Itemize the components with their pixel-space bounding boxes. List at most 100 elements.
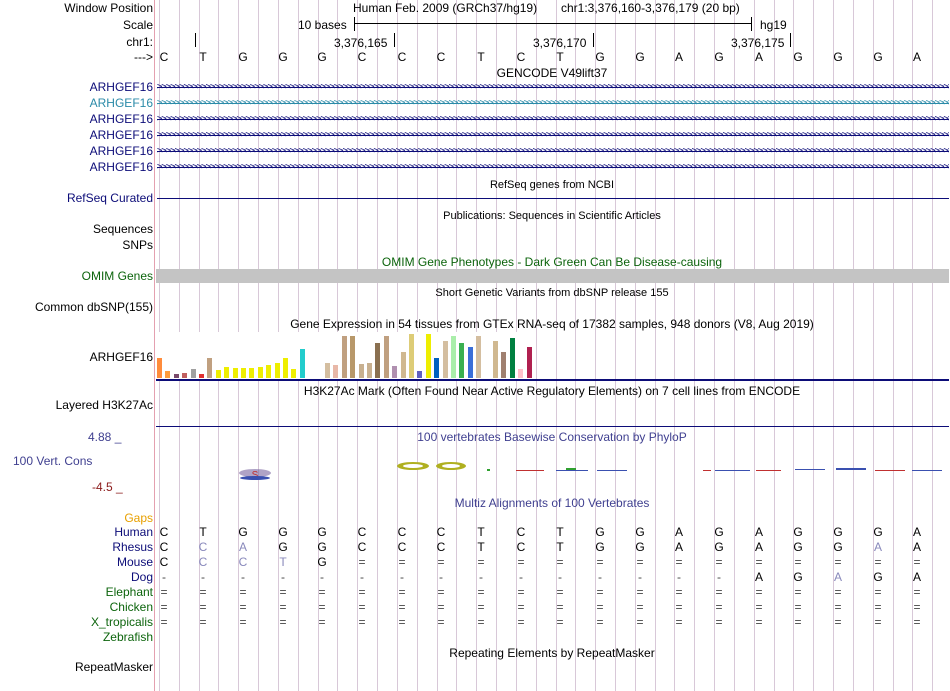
gtex-tissue-bar[interactable]	[241, 368, 246, 378]
multiz-base: T	[477, 540, 485, 554]
multiz-base: =	[794, 555, 802, 569]
gtex-tissue-bar[interactable]	[341, 336, 347, 378]
gtex-tissue-bar[interactable]	[224, 367, 230, 378]
gtex-tissue-bar[interactable]	[434, 358, 440, 378]
gtex-tissue-bar[interactable]	[383, 336, 389, 378]
strand-arrow-label[interactable]: --->	[134, 50, 153, 64]
multiz-base: A	[238, 540, 247, 554]
gencode-track-title[interactable]: GENCODE V49lift37	[496, 66, 608, 80]
gencode-gene-label[interactable]: ARHGEF16	[89, 80, 153, 94]
multiz-species-label[interactable]: Human	[114, 525, 153, 539]
multiz-species-label[interactable]: X_tropicalis	[90, 615, 153, 629]
gencode-gene-line[interactable]	[157, 103, 949, 104]
publications-track-title[interactable]: Publications: Sequences in Scientific Ar…	[443, 210, 661, 222]
gencode-gene-line[interactable]	[157, 119, 949, 120]
repeatmasker-label[interactable]: RepeatMasker	[74, 660, 153, 674]
multiz-species-label[interactable]: Rhesus	[112, 540, 153, 554]
gtex-tissue-bar[interactable]	[157, 358, 162, 378]
multiz-species-label[interactable]: Elephant	[105, 585, 153, 599]
refseq-label[interactable]: RefSeq Curated	[66, 191, 153, 205]
publications-label-sequences[interactable]: Sequences	[92, 222, 153, 236]
gtex-tissue-bar[interactable]	[425, 334, 431, 378]
gtex-tissue-bar[interactable]	[451, 336, 456, 378]
gtex-tissue-bar[interactable]	[199, 374, 204, 378]
gtex-tissue-bar[interactable]	[207, 358, 213, 378]
refseq-track-title[interactable]: RefSeq genes from NCBI	[489, 179, 615, 191]
gtex-tissue-bar[interactable]	[291, 369, 297, 378]
multiz-base: =	[160, 600, 168, 614]
refseq-gene-line[interactable]	[157, 198, 949, 199]
gtex-tissue-bar[interactable]	[283, 358, 288, 378]
gencode-gene-line[interactable]	[157, 151, 949, 152]
gtex-tissue-bar[interactable]	[501, 352, 507, 378]
gtex-tissue-bar[interactable]	[409, 334, 414, 378]
gtex-tissue-bar[interactable]	[467, 347, 473, 378]
omim-feature-bar[interactable]	[156, 269, 949, 283]
h3k27ac-label[interactable]: Layered H3K27Ac	[55, 398, 153, 412]
multiz-species-label[interactable]: Zebrafish	[102, 630, 153, 644]
multiz-base: T	[556, 525, 564, 539]
gtex-tissue-bar[interactable]	[325, 363, 330, 378]
gencode-gene-label[interactable]: ARHGEF16	[89, 128, 153, 142]
h3k27ac-track-title[interactable]: H3K27Ac Mark (Often Found Near Active Re…	[303, 384, 801, 398]
gtex-tissue-bar[interactable]	[299, 349, 305, 378]
grid-line	[714, 0, 715, 691]
multiz-track-title[interactable]: Multiz Alignments of 100 Vertebrates	[454, 496, 650, 510]
gtex-tissue-bar[interactable]	[493, 341, 498, 378]
gtex-tissue-bar[interactable]	[442, 341, 448, 378]
gtex-tissue-bar[interactable]	[215, 370, 221, 378]
gtex-tissue-bar[interactable]	[190, 369, 196, 378]
repeatmasker-track-title[interactable]: Repeating Elements by RepeatMasker	[449, 646, 655, 660]
gtex-tissue-bar[interactable]	[266, 365, 272, 378]
multiz-species-label[interactable]: Mouse	[116, 555, 153, 569]
publications-label-snps[interactable]: SNPs	[122, 238, 153, 252]
gtex-tissue-bar[interactable]	[165, 371, 171, 378]
gtex-tissue-bar[interactable]	[526, 347, 532, 378]
gtex-tissue-bar[interactable]	[173, 374, 179, 378]
conservation-track-title[interactable]: 100 vertebrates Basewise Conservation by…	[417, 430, 687, 444]
gtex-tissue-bar[interactable]	[182, 373, 188, 378]
dna-base: G	[833, 50, 843, 64]
gtex-tissue-bar[interactable]	[400, 352, 406, 378]
gencode-gene-label[interactable]: ARHGEF16	[89, 160, 153, 174]
gtex-tissue-bar[interactable]	[358, 364, 364, 378]
gtex-tissue-bar[interactable]	[392, 366, 398, 378]
gtex-tissue-bar[interactable]	[509, 338, 515, 378]
gtex-tissue-bar[interactable]	[257, 367, 263, 378]
gtex-tissue-bar[interactable]	[518, 369, 524, 378]
dbsnp-track-title[interactable]: Short Genetic Variants from dbSNP releas…	[435, 287, 669, 299]
multiz-base: T	[199, 525, 207, 539]
gtex-tissue-bar[interactable]	[375, 343, 381, 378]
omim-track-title[interactable]: OMIM Gene Phenotypes - Dark Green Can Be…	[381, 255, 723, 269]
gtex-tissue-bar[interactable]	[232, 368, 238, 378]
multiz-base: =	[874, 585, 882, 599]
multiz-species-label[interactable]: Dog	[130, 570, 153, 584]
gencode-gene-line[interactable]	[157, 167, 949, 168]
gtex-tissue-bar[interactable]	[484, 374, 490, 378]
gencode-gene-label[interactable]: ARHGEF16	[89, 96, 153, 110]
gtex-tissue-bar[interactable]	[249, 368, 255, 378]
multiz-base: G	[793, 540, 803, 554]
gtex-tissue-bar[interactable]	[459, 343, 465, 378]
omim-label[interactable]: OMIM Genes	[81, 269, 153, 283]
gtex-tissue-bar[interactable]	[417, 371, 423, 378]
conservation-label[interactable]: 100 Vert. Cons	[13, 454, 93, 468]
gtex-tissue-bar[interactable]	[333, 365, 339, 378]
dbsnp-label[interactable]: Common dbSNP(155)	[34, 300, 153, 314]
scale-bar-label: 10 bases	[298, 18, 347, 32]
gtex-label[interactable]: ARHGEF16	[89, 350, 153, 364]
conservation-plot[interactable]: S	[0, 455, 950, 485]
gtex-tissue-bar[interactable]	[350, 336, 356, 378]
gtex-track-title[interactable]: Gene Expression in 54 tissues from GTEx …	[290, 317, 814, 331]
gtex-tissue-bar[interactable]	[367, 363, 372, 378]
multiz-species-label[interactable]: Chicken	[109, 600, 153, 614]
gencode-gene-line[interactable]	[157, 135, 949, 136]
gencode-gene-line[interactable]	[157, 87, 949, 88]
chr-tick-label: 3,376,175	[731, 36, 785, 50]
gencode-gene-label[interactable]: ARHGEF16	[89, 144, 153, 158]
gtex-tissue-bar[interactable]	[274, 363, 280, 378]
gtex-tissue-bar[interactable]	[476, 336, 482, 378]
multiz-base: C	[198, 555, 208, 569]
gencode-gene-label[interactable]: ARHGEF16	[89, 112, 153, 126]
